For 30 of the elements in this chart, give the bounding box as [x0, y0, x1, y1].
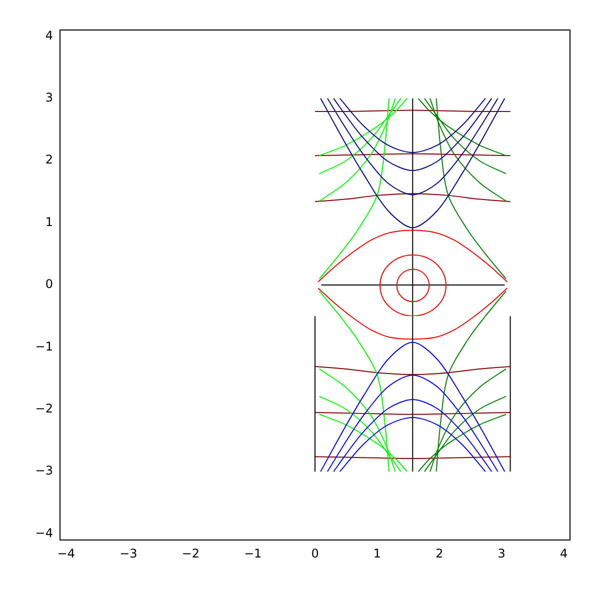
x-tick-label: 4: [560, 546, 568, 560]
x-tick-label: −1: [244, 546, 262, 560]
line-series: [320, 342, 506, 472]
y-tick-label: 1: [45, 214, 53, 229]
x-tick-label: −4: [57, 546, 76, 560]
y-tick-label: 0: [45, 277, 53, 292]
x-tick-label: 0: [311, 546, 319, 560]
x-tick-label: 2: [436, 546, 444, 560]
x-tick-label: −3: [120, 546, 138, 560]
x-tick-label: −2: [182, 546, 200, 560]
line-series: [318, 288, 508, 340]
y-tick-label: −1: [35, 339, 53, 354]
x-tick-label: 3: [498, 546, 506, 560]
line-series: [339, 416, 486, 472]
line-series: [326, 98, 498, 196]
x-tick-label: 1: [373, 546, 382, 560]
line-series: [333, 398, 492, 472]
line-series: [333, 98, 492, 172]
line-series: [318, 230, 508, 282]
y-tick-label: −3: [35, 464, 53, 478]
y-tick-label: 4: [45, 28, 53, 42]
y-tick-label: 3: [45, 90, 53, 105]
y-tick-label: 2: [45, 152, 53, 167]
line-series: [326, 374, 498, 472]
y-tick-label: −4: [35, 526, 53, 540]
line-series: [339, 98, 486, 154]
y-tick-label: −2: [35, 402, 53, 416]
line-series: [314, 193, 511, 202]
line-series: [314, 366, 511, 376]
line-series: [320, 98, 506, 228]
